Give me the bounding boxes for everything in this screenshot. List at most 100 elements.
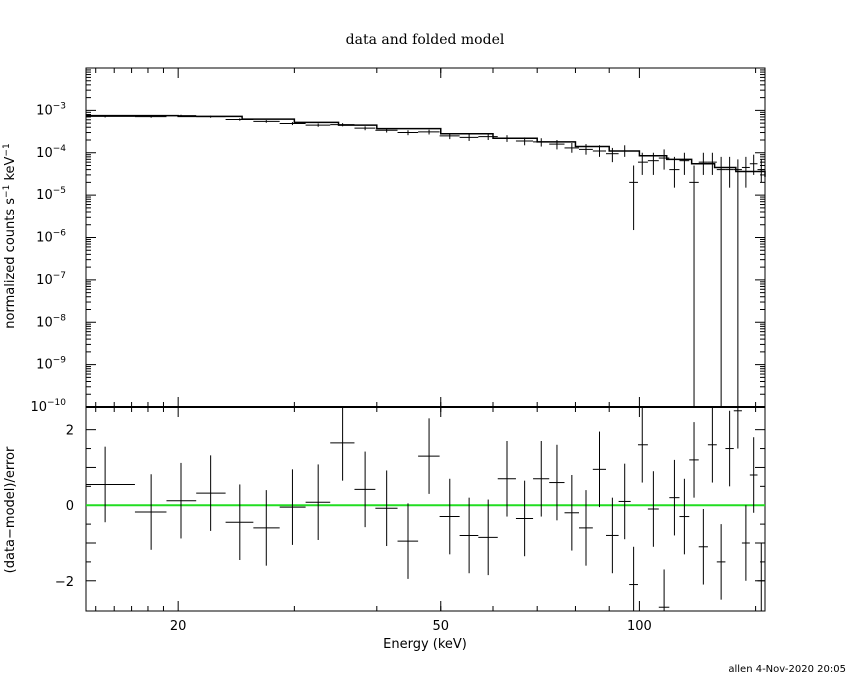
data-point <box>418 129 440 135</box>
residual-point <box>669 459 680 536</box>
data-point <box>166 114 197 117</box>
top-y-tick-label: 10−3 <box>36 101 66 118</box>
residual-point <box>134 474 167 550</box>
top-y-tick-label: 10−6 <box>36 229 66 246</box>
residual-point <box>689 422 699 498</box>
residual-point <box>698 509 708 585</box>
top-y-tick-label: 10−9 <box>36 356 66 373</box>
data-point <box>279 122 306 126</box>
residual-point <box>533 441 550 517</box>
bottom-plot-frame <box>85 406 766 612</box>
residual-point <box>647 471 659 547</box>
residual-point <box>497 441 516 517</box>
data-point <box>134 115 167 118</box>
bottom-y-axis-label: (data−model)/error <box>3 446 18 573</box>
residual-point <box>637 407 648 483</box>
timestamp-stamp: allen 4-Nov-2020 20:05 <box>728 664 846 675</box>
data-point <box>629 165 638 231</box>
top-y-axis-label: normalized counts s−1 keV−1 <box>2 143 18 328</box>
data-point <box>497 135 516 142</box>
residual-point <box>716 524 726 600</box>
residual-point <box>579 490 593 566</box>
residual-point <box>629 546 638 611</box>
residual-point <box>279 469 306 545</box>
chart-title: data and folded model <box>346 32 505 48</box>
residual-point <box>86 446 135 523</box>
data-point <box>564 142 580 153</box>
data-point <box>253 120 280 123</box>
data-point <box>225 118 254 121</box>
top-panel: 10−3 10−4 10−5 10−6 10−7 10−8 10−9 10−10 <box>30 67 766 415</box>
residual-point <box>658 569 670 611</box>
data-point <box>549 139 565 150</box>
data-point <box>707 152 717 175</box>
residual-point <box>707 407 717 483</box>
residual-point <box>618 463 631 540</box>
residual-point <box>725 410 734 487</box>
data-point <box>733 159 742 407</box>
data-point <box>459 134 479 141</box>
bottom-y-tick-label: −2 <box>55 575 74 590</box>
data-point <box>196 115 226 118</box>
residual-point <box>606 497 619 574</box>
data-point <box>741 156 750 188</box>
residual-point <box>564 475 580 551</box>
top-y-tick-label: 10−10 <box>30 398 66 415</box>
residual-point <box>549 444 565 521</box>
data-point <box>375 128 398 133</box>
residual-point <box>459 497 479 574</box>
data-point <box>669 156 680 188</box>
residual-point <box>397 503 419 579</box>
residual-point <box>166 462 197 539</box>
residual-point <box>592 431 607 508</box>
residual-point <box>418 418 440 494</box>
data-point <box>330 123 355 127</box>
data-point <box>689 165 699 407</box>
x-axis-label: Energy (keV) <box>383 637 467 652</box>
data-point <box>606 147 619 163</box>
top-y-tick-label: 10−5 <box>36 186 66 203</box>
residual-point <box>478 499 498 576</box>
data-point <box>86 115 135 118</box>
residual-point <box>196 455 226 531</box>
residual-point <box>757 543 765 611</box>
data-point <box>749 154 758 175</box>
top-y-tick-label: 10−7 <box>36 271 66 288</box>
data-point <box>579 144 593 155</box>
residual-point <box>679 478 690 555</box>
data-point <box>478 133 498 140</box>
residual-point <box>741 505 750 581</box>
data-point <box>439 133 460 140</box>
residual-point <box>305 464 331 540</box>
data-point <box>658 149 670 170</box>
bottom-y-tick-label: 0 <box>66 499 74 514</box>
bottom-y-tick-label: 2 <box>66 424 74 439</box>
data-point <box>647 152 659 175</box>
data-point <box>397 130 419 136</box>
data-point <box>716 156 726 407</box>
residual-point <box>330 407 355 481</box>
residual-point <box>225 484 254 560</box>
data-point <box>533 138 550 147</box>
top-y-tick-label: 10−8 <box>36 313 66 330</box>
residual-point <box>375 470 398 547</box>
data-point <box>757 159 765 183</box>
x-tick-label: 50 <box>432 619 449 634</box>
data-point <box>698 152 708 175</box>
residual-point <box>253 490 280 566</box>
data-point <box>618 145 631 157</box>
residual-point <box>439 478 460 555</box>
top-plot-frame <box>85 67 766 408</box>
residual-point <box>354 451 376 528</box>
residual-point <box>515 480 534 557</box>
data-point <box>679 152 690 175</box>
x-tick-label: 100 <box>627 619 652 634</box>
data-point <box>725 156 734 188</box>
data-point <box>305 123 331 127</box>
top-y-tick-label: 10−4 <box>36 144 66 161</box>
data-point <box>354 126 376 131</box>
data-point <box>637 152 648 175</box>
data-point <box>592 145 607 157</box>
